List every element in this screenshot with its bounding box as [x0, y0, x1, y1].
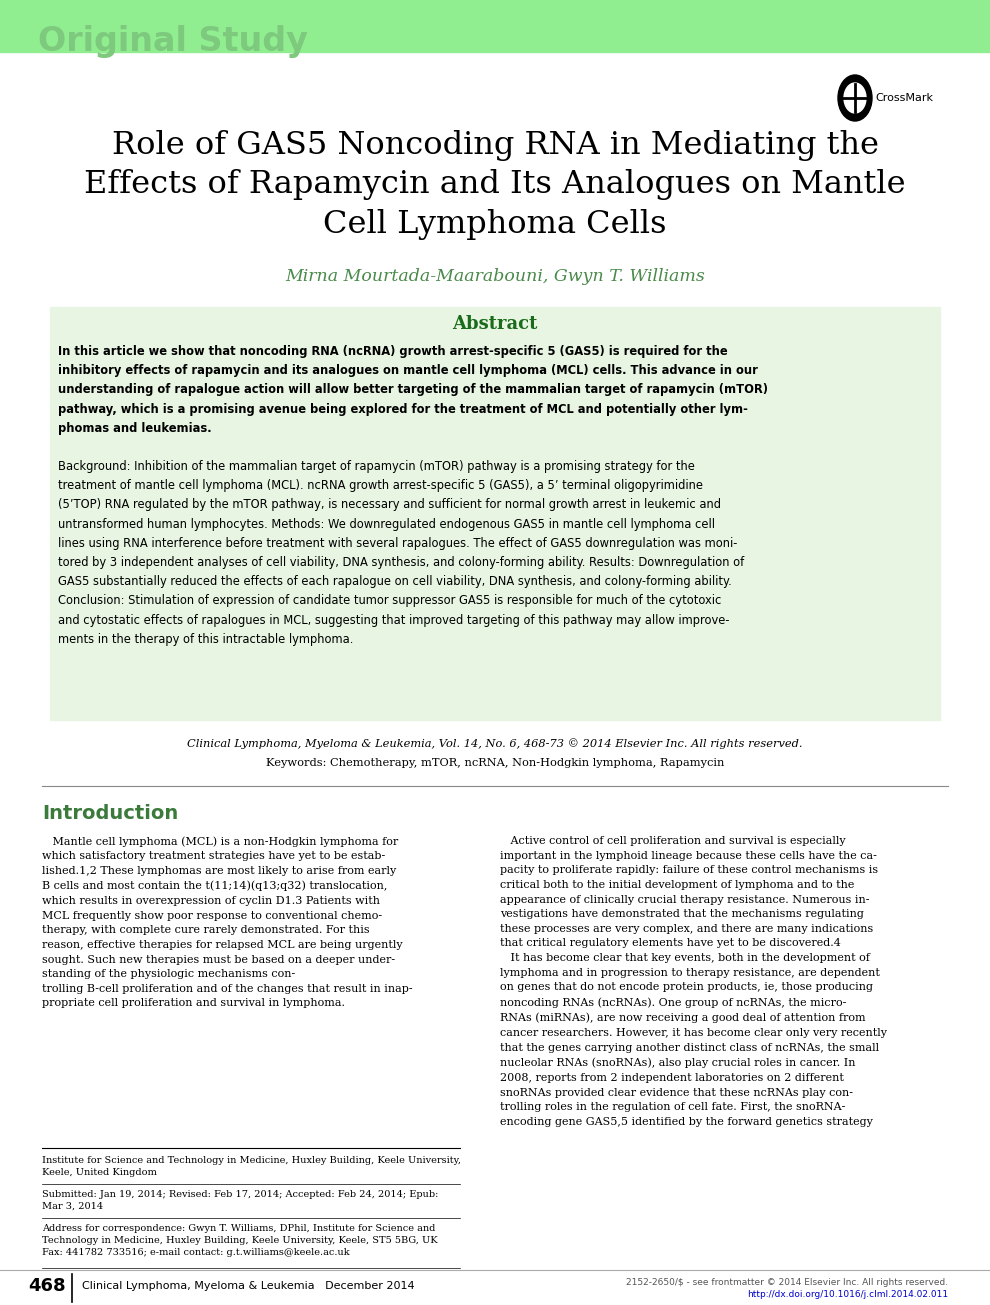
Text: Background: Inhibition of the mammalian target of rapamycin (mTOR) pathway is a : Background: Inhibition of the mammalian … [58, 459, 744, 646]
Text: Submitted: Jan 19, 2014; Revised: Feb 17, 2014; Accepted: Feb 24, 2014; Epub:
Ma: Submitted: Jan 19, 2014; Revised: Feb 17… [42, 1190, 439, 1211]
Text: Introduction: Introduction [42, 804, 178, 823]
Ellipse shape [838, 74, 872, 121]
Text: http://dx.doi.org/10.1016/j.clml.2014.02.011: http://dx.doi.org/10.1016/j.clml.2014.02… [746, 1291, 948, 1298]
Bar [50, 307, 940, 720]
Text: Role of GAS5 Noncoding RNA in Mediating the
Effects of Rapamycin and Its Analogu: Role of GAS5 Noncoding RNA in Mediating … [84, 130, 906, 240]
Text: Institute for Science and Technology in Medicine, Huxley Building, Keele Univers: Institute for Science and Technology in … [42, 1156, 461, 1177]
Text: Mirna Mourtada-Maarabouni, Gwyn T. Williams: Mirna Mourtada-Maarabouni, Gwyn T. Willi… [285, 268, 705, 284]
Text: Address for correspondence: Gwyn T. Williams, DPhil, Institute for Science and
T: Address for correspondence: Gwyn T. Will… [42, 1224, 438, 1257]
Text: Keywords: Chemotherapy, mTOR, ncRNA, Non-Hodgkin lymphoma, Rapamycin: Keywords: Chemotherapy, mTOR, ncRNA, Non… [265, 758, 725, 769]
Text: Clinical Lymphoma, Myeloma & Leukemia   December 2014: Clinical Lymphoma, Myeloma & Leukemia De… [82, 1282, 415, 1291]
Text: Active control of cell proliferation and survival is especially
important in the: Active control of cell proliferation and… [500, 837, 887, 1126]
Bar [0, 0, 990, 52]
Text: In this article we show that noncoding RNA (ncRNA) growth arrest-specific 5 (GAS: In this article we show that noncoding R… [58, 345, 768, 435]
Ellipse shape [844, 84, 866, 114]
Text: 468: 468 [28, 1278, 65, 1295]
Bar [0, 1270, 990, 1305]
Text: Clinical Lymphoma, Myeloma & Leukemia, Vol. 14, No. 6, 468-73 © 2014 Elsevier In: Clinical Lymphoma, Myeloma & Leukemia, V… [187, 739, 803, 749]
Text: 2152-2650/$ - see frontmatter © 2014 Elsevier Inc. All rights reserved.: 2152-2650/$ - see frontmatter © 2014 Els… [626, 1278, 948, 1287]
Text: Abstract: Abstract [452, 315, 538, 333]
Text: CrossMark: CrossMark [875, 93, 933, 103]
Text: Mantle cell lymphoma (MCL) is a non-Hodgkin lymphoma for
which satisfactory trea: Mantle cell lymphoma (MCL) is a non-Hodg… [42, 837, 413, 1009]
Text: Original Study: Original Study [38, 26, 308, 59]
